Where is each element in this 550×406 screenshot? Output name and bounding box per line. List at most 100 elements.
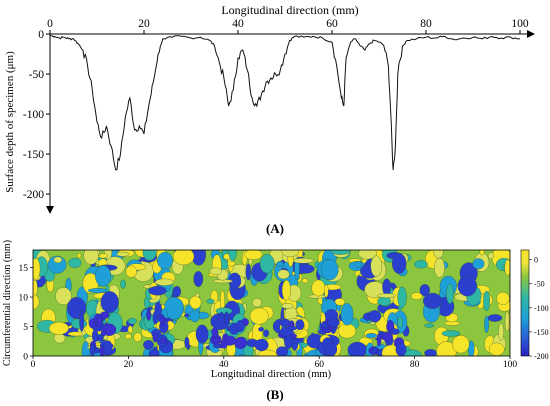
contour-region — [244, 250, 263, 260]
contour-region — [452, 335, 470, 354]
contour-region — [488, 342, 505, 356]
contour-region-deep — [258, 327, 264, 332]
contour-region — [504, 259, 510, 276]
colorbar-tick-label: -100 — [534, 304, 549, 313]
contour-region-deep — [103, 340, 113, 355]
contour-region — [172, 285, 182, 298]
contour-region — [479, 250, 485, 256]
contour-region-deep — [276, 346, 289, 356]
panel-b-xtick-label: 40 — [219, 360, 229, 370]
panel-a-ytick-label: -100 — [23, 109, 44, 121]
colorbar-tick-label: -200 — [534, 352, 549, 361]
panel-a-axis-arrow-down — [46, 206, 54, 214]
contour-region — [87, 288, 108, 294]
panel-b-xtick-label: 60 — [314, 360, 324, 370]
contour-region — [392, 253, 407, 274]
contour-region — [446, 283, 454, 304]
contour-region — [142, 250, 157, 261]
contour-region-deep — [146, 309, 152, 321]
contour-region — [127, 325, 133, 334]
contour-region — [184, 313, 190, 318]
panel-b-xtick-label: 80 — [410, 360, 420, 370]
contour-region — [358, 250, 377, 260]
contour-region-deep — [97, 334, 104, 342]
contour-region — [294, 257, 300, 281]
contour-region-deep — [286, 326, 297, 331]
contour-region-deep — [211, 327, 219, 338]
panel-a-ytick-label: -200 — [23, 189, 44, 201]
panel-a-ytick-label: -50 — [29, 69, 45, 81]
contour-region — [81, 341, 90, 356]
panel-b-xlabel: Longitudinal direction (mm) — [211, 369, 332, 380]
contour-region — [133, 332, 142, 343]
panel-a-ytick-label: 0 — [38, 29, 44, 41]
panel-a-xtick-label: 80 — [420, 18, 432, 30]
contour-region — [154, 278, 174, 286]
contour-region — [370, 255, 383, 277]
contour-region — [457, 275, 477, 297]
panel-b-xticks: 0 20 40 60 80 100 — [31, 356, 517, 370]
panel-b-ytick-label: 0 — [23, 353, 28, 363]
panel-a-ytick-label: -150 — [23, 149, 44, 161]
contour-regions — [33, 250, 510, 356]
contour-region — [206, 298, 215, 304]
panel-a-series-line — [49, 35, 521, 171]
contour-region-deep — [96, 316, 103, 329]
contour-region — [320, 259, 339, 281]
contour-region — [340, 303, 354, 326]
contour-region — [127, 317, 137, 325]
contour-region-deep — [325, 342, 338, 356]
contour-region-deep — [284, 335, 293, 350]
contour-region-deep — [371, 347, 378, 354]
contour-region — [33, 257, 41, 280]
contour-region — [172, 250, 195, 266]
panel-a-xtick-label: 20 — [138, 18, 150, 30]
contour-region-deep — [92, 329, 99, 343]
panel-b-xtick-label: 0 — [31, 360, 36, 370]
panel-b-frame — [32, 249, 511, 357]
contour-region — [382, 278, 392, 296]
contour-region-deep — [143, 340, 154, 350]
contour-region-deep — [381, 331, 393, 342]
contour-region — [347, 341, 368, 356]
contour-region-deep — [235, 320, 245, 333]
contour-region — [483, 290, 490, 312]
contour-region — [184, 336, 190, 349]
colorbar-ticks: 0 -50 -100 -150 -200 — [529, 256, 549, 361]
panel-a-xtick-label: 0 — [47, 18, 53, 30]
contour-region — [116, 251, 130, 257]
contour-region — [441, 330, 461, 337]
contour-region — [377, 293, 397, 298]
panel-a-label: (A) — [266, 221, 284, 236]
contour-region — [67, 331, 83, 337]
panel-b: 0 20 40 60 80 100 0 5 10 15 Longitudinal directi… — [2, 240, 549, 402]
contour-region-deep — [254, 338, 269, 352]
contour-region-deep — [159, 322, 165, 327]
contour-region — [496, 291, 510, 305]
contour-region — [411, 292, 423, 300]
contour-region-deep — [158, 314, 165, 323]
contour-region — [301, 278, 309, 284]
contour-region — [148, 285, 167, 296]
colorbar — [520, 249, 530, 357]
contour-region — [397, 316, 403, 328]
contour-region — [100, 291, 119, 313]
contour-region — [227, 260, 236, 267]
contour-region — [377, 296, 392, 306]
contour-region-deep — [224, 311, 229, 325]
contour-region — [423, 292, 443, 309]
contour-region-deep — [99, 346, 105, 356]
contour-region — [53, 256, 63, 264]
panel-a: Longitudinal direction (mm) 0 20 40 60 80 100… — [4, 3, 535, 236]
contour-region — [245, 263, 252, 281]
contour-region-deep — [220, 339, 228, 349]
contour-region — [124, 333, 132, 340]
contour-region-deep — [100, 329, 107, 337]
contour-region — [419, 284, 430, 297]
contour-region — [68, 257, 82, 268]
panel-a-xtick-label: 100 — [511, 18, 529, 30]
contour-region — [98, 253, 108, 259]
contour-region — [424, 323, 435, 328]
contour-region-deep — [159, 338, 167, 344]
contour-region — [324, 284, 329, 298]
